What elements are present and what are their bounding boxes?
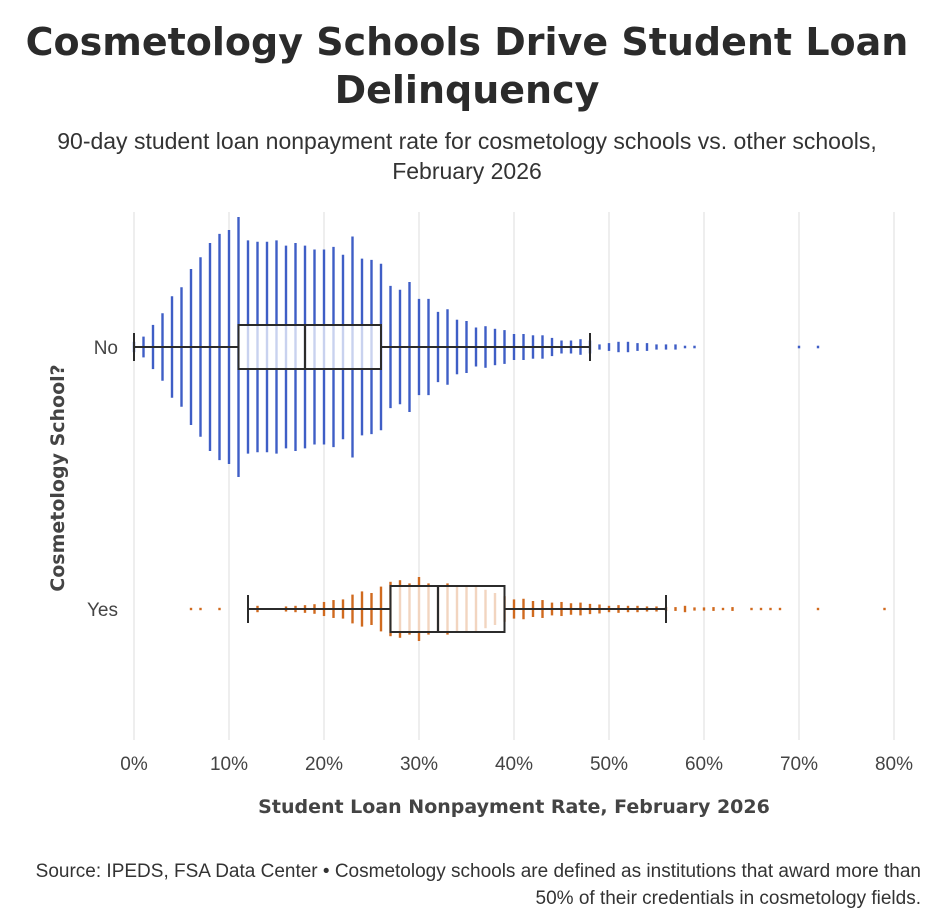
distribution-layer: [132, 217, 886, 641]
y-tick-label: No: [94, 338, 118, 359]
box-iqr: [389, 585, 506, 633]
x-tick-label: 10%: [210, 754, 248, 775]
box-iqr: [237, 324, 382, 370]
x-tick-label: 30%: [400, 754, 438, 775]
x-tick-label: 40%: [495, 754, 533, 775]
x-tick-label: 70%: [780, 754, 818, 775]
x-tick-label: 20%: [305, 754, 343, 775]
y-axis-ticks: No Yes: [87, 338, 118, 621]
chart-subtitle: 90-day student loan nonpayment rate for …: [57, 128, 877, 184]
x-tick-label: 0%: [120, 754, 148, 775]
chart-title: Cosmetology Schools Drive Student Loan D…: [25, 20, 909, 112]
x-axis-title: Student Loan Nonpayment Rate, February 2…: [258, 796, 770, 818]
x-axis-ticks: 0% 10% 20% 30% 40% 50% 60% 70% 80%: [120, 754, 913, 775]
x-tick-label: 80%: [875, 754, 913, 775]
boxplot-yes: [247, 585, 667, 633]
y-axis-title: Cosmetology School?: [47, 364, 69, 591]
boxplot-no: [133, 324, 591, 370]
source-caption: Source: IPEDS, FSA Data Center • Cosmeto…: [35, 861, 921, 909]
chart-plot: 0% 10% 20% 30% 40% 50% 60% 70% 80% No Yes Student…: [47, 212, 913, 818]
x-tick-label: 50%: [590, 754, 628, 775]
boxplot-layer: [133, 324, 667, 633]
x-tick-label: 60%: [685, 754, 723, 775]
y-tick-label: Yes: [87, 600, 118, 621]
